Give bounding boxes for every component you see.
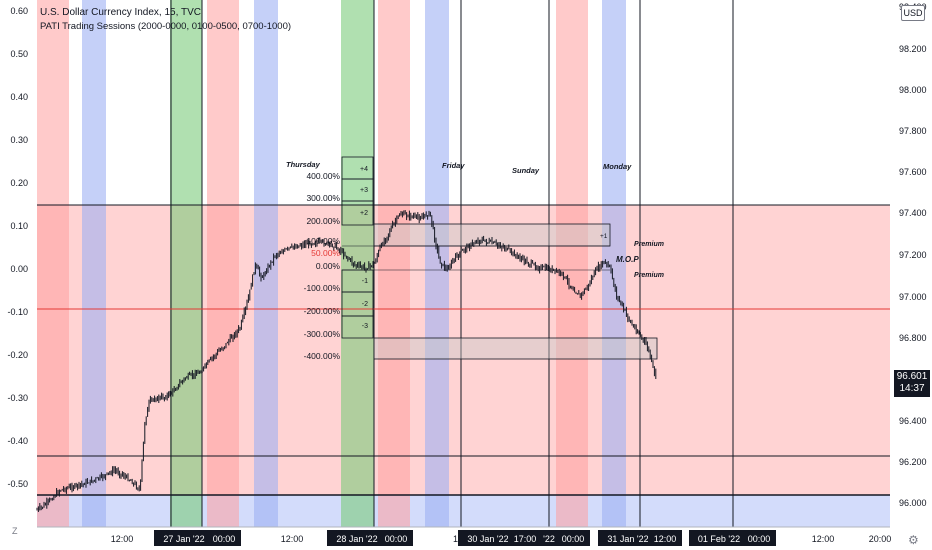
day-label: Sunday [512,166,540,175]
left-axis-tick: -0.40 [7,436,28,446]
left-axis-tick: -0.30 [7,393,28,403]
indicator-label[interactable]: PATI Trading Sessions (2000-0000, 0100-0… [40,21,292,32]
fib-level-label: 0.00% [316,261,341,271]
left-axis-tick: -0.20 [7,350,28,360]
left-axis-tick: 0.60 [10,6,28,16]
right-axis-tick: 97.200 [899,250,927,260]
fib-level-label: -200.00% [304,306,341,316]
time-axis-tick: 17:00 [514,534,537,544]
fib-level-label: 400.00% [306,171,340,181]
time-axis-tick: 00:00 [562,534,585,544]
right-axis-tick: 98.200 [899,44,927,54]
box-label: -2 [362,301,368,308]
fib-level-label: 50.00% [311,248,340,258]
time-label-bg [508,530,542,546]
zoom-reset-button[interactable]: Z [12,526,18,536]
day-separators [170,0,734,527]
fib-level-label: -400.00% [304,351,341,361]
box-label: +3 [360,187,368,194]
fib-level-label: 200.00% [306,216,340,226]
time-label-bg [556,530,590,546]
time-axis-tick: 30 Jan '22 [467,534,508,544]
fib-boxes [341,156,658,360]
time-axis-tick: 12:00 [281,534,304,544]
time-label-bg [537,530,561,546]
right-axis-tick: 96.800 [899,333,927,343]
time-axis: 12:00 27 Jan '22 00:00 12:00 28 Jan '22 00:00… [111,530,892,546]
time-label-bg [207,530,241,546]
right-axis-tick: 97.000 [899,292,927,302]
right-axis-tick: 97.400 [899,208,927,218]
day-label: Friday [442,161,465,170]
time-label-bg [648,530,682,546]
left-axis-tick: 0.50 [10,49,28,59]
time-axis-tick: 00:00 [213,534,236,544]
time-axis-tick: 00:00 [748,534,771,544]
time-axis-tick: 27 Jan '22 [163,534,204,544]
time-label-bg [379,530,413,546]
fib-level-label: 300.00% [306,193,340,203]
time-axis-tick: 28 Jan '22 [336,534,377,544]
left-axis: 0.60 0.50 0.40 0.30 0.20 0.10 0.00 -0.10 -0.20 -0… [7,6,28,489]
box-labels: +4 +3 +2 -1 -2 -3 [360,166,368,330]
right-axis-tick: 96.400 [899,416,927,426]
right-axis-tick: 98.000 [899,85,927,95]
chart-title: U.S. Dollar Currency Index, 15, TVC [40,7,201,18]
time-label-bg [154,530,214,546]
gear-icon[interactable]: ⚙ [908,533,919,547]
time-axis-tick: 31 Jan '22 [607,534,648,544]
fib-level-label: -100.00% [304,283,341,293]
left-axis-tick: 0.30 [10,135,28,145]
time-axis-tick: 20:00 [869,534,892,544]
left-axis-tick: -0.10 [7,307,28,317]
box-label: -3 [362,323,368,330]
left-axis-tick: -0.50 [7,479,28,489]
time-label-bg [689,530,749,546]
time-axis-tick: 12:00 [654,534,677,544]
right-axis-tick: 97.800 [899,126,927,136]
bar-countdown: 14:37 [899,383,925,394]
premium-top-label: Premium [634,241,664,248]
time-label-bg [458,530,518,546]
left-axis-tick: 0.20 [10,178,28,188]
fib-level-label: -300.00% [304,329,341,339]
discount-zone [37,495,890,527]
fib-level-label: 100.00% [306,236,340,246]
time-axis-tick: 12:00 [111,534,134,544]
time-label-bg [598,530,658,546]
time-axis-tick: 00:00 [385,534,408,544]
day-label: Monday [603,162,632,171]
plus-one-label: +1 [600,233,608,240]
right-axis-tick: 96.000 [899,498,927,508]
premium-bottom-label: Premium [634,272,664,279]
time-label-bg [742,530,776,546]
time-axis-tick: '22 [543,534,555,544]
right-axis-tick: 96.200 [899,457,927,467]
day-labels: Thursday Friday Sunday Monday [286,160,632,175]
day-label: Thursday [286,160,321,169]
right-axis-tick: 97.600 [899,167,927,177]
time-axis-tick: 12:00 [812,534,835,544]
left-axis-tick: 0.00 [10,264,28,274]
current-price-tag: 96.601 14:37 [894,370,930,397]
left-axis-tick: 0.10 [10,221,28,231]
right-axis: 98.40098.20098.00097.80097.60097.40097.2… [899,2,927,508]
box-label: +4 [360,166,368,173]
fib-labels: 400.00% 300.00% 200.00% 100.00% 50.00% 0.00% -… [304,171,341,361]
box-label: -1 [362,278,368,285]
left-axis-tick: 0.40 [10,92,28,102]
price-candles [36,210,657,512]
box-label: +2 [360,210,368,217]
annotations: Premium M.O.P Premium +1 [600,233,664,279]
mop-label: M.O.P [616,255,639,264]
currency-badge[interactable]: USD [901,5,925,21]
time-axis-tick: 01 Feb '22 [698,534,740,544]
current-price-value: 96.601 [896,371,928,382]
time-label-bg [327,530,387,546]
